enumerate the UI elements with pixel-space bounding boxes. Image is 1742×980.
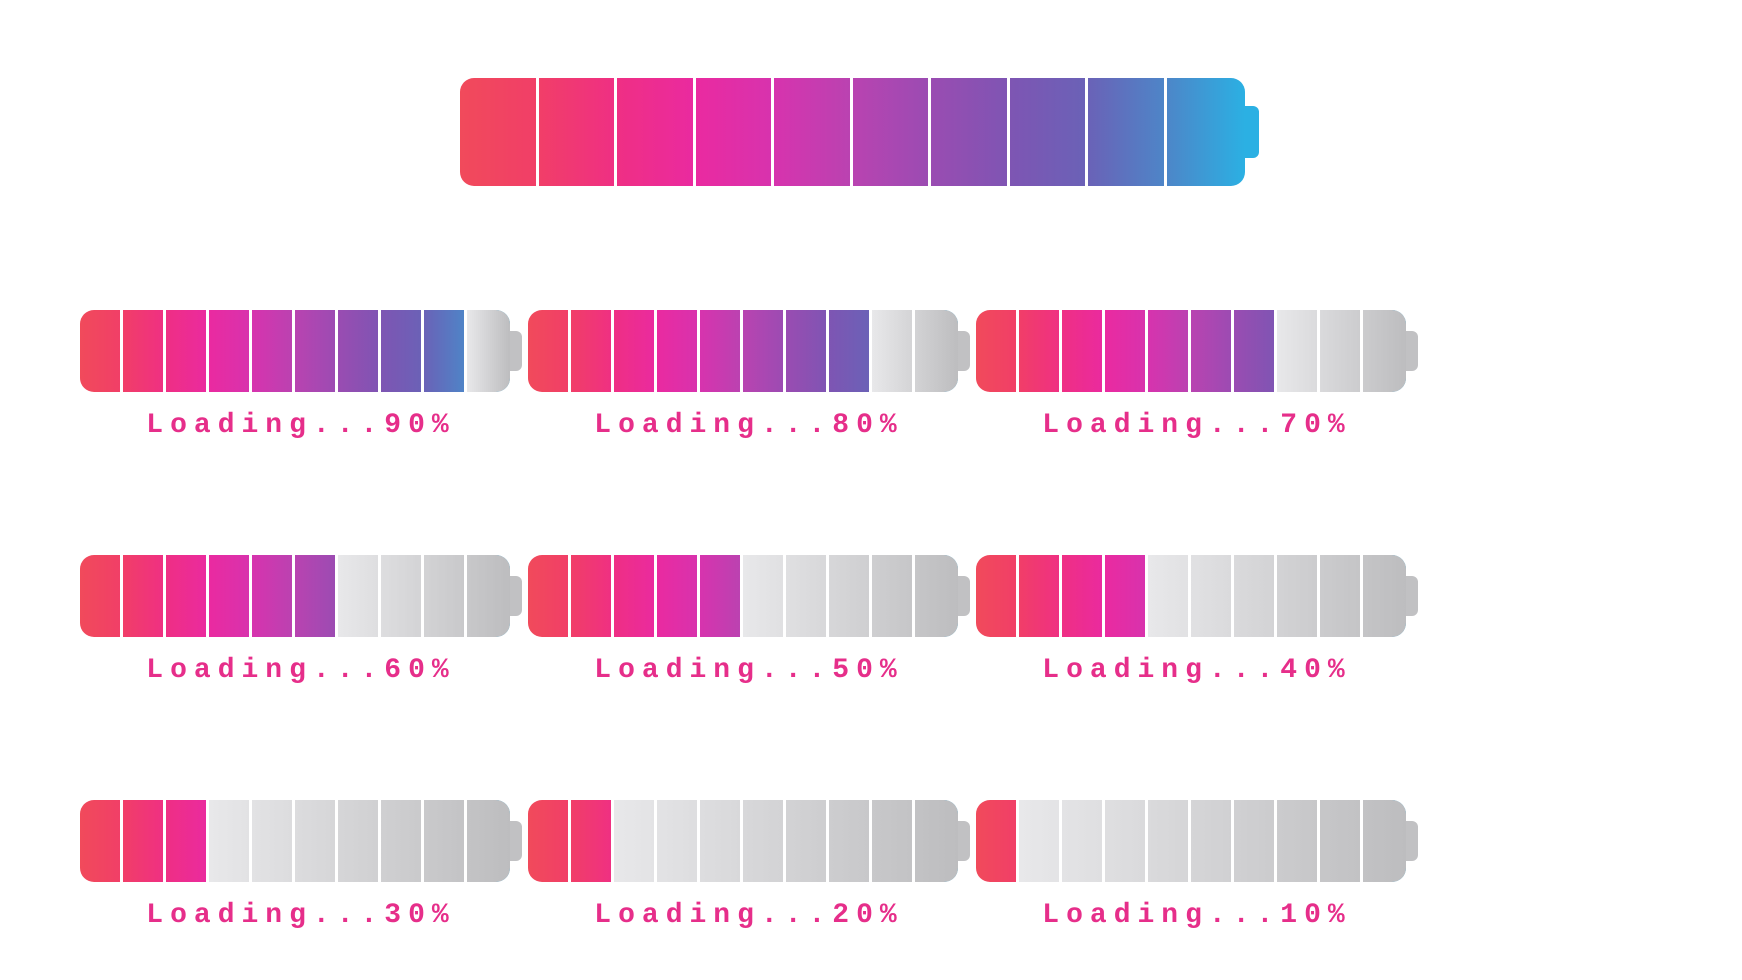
battery-cap-icon [958,821,970,861]
loading-label: Loading...30% [80,900,522,931]
progress-empty [743,555,958,637]
progress-empty [1148,555,1406,637]
battery-body [976,310,1406,392]
progress-empty [614,800,958,882]
battery-cap-icon [510,821,522,861]
progress-fill [460,78,1245,186]
progress-empty [872,310,958,392]
battery-cap-icon [958,331,970,371]
battery-cap-icon [958,576,970,616]
loading-label: Loading...20% [528,900,970,931]
loading-bar-80: Loading...80% [528,310,970,532]
battery-cap-icon [1406,331,1418,371]
progress-empty [209,800,510,882]
loading-label: Loading...40% [976,655,1418,686]
battery-body [80,800,510,882]
battery-body [528,800,958,882]
loading-label: Loading...60% [80,655,522,686]
battery-body [976,800,1406,882]
battery-body [528,555,958,637]
progress-empty [1019,800,1406,882]
battery-body [460,78,1245,186]
progress-empty [338,555,510,637]
battery-cap-icon [1245,106,1259,158]
loading-bar-90: Loading...90% [80,310,522,532]
loading-bar-40: Loading...40% [976,555,1418,777]
battery-cap-icon [510,331,522,371]
battery-cap-icon [1406,576,1418,616]
loading-bar-100 [460,78,1259,186]
loading-bars-infographic: Loading...90%Loading...80%Loading...70% L… [0,0,1742,980]
battery-body [528,310,958,392]
battery-body [80,310,510,392]
battery-body [80,555,510,637]
loading-label: Loading...50% [528,655,970,686]
battery-cap-icon [510,576,522,616]
loading-bar-50: Loading...50% [528,555,970,777]
progress-empty [467,310,510,392]
loading-label: Loading...10% [976,900,1418,931]
loading-bar-70: Loading...70% [976,310,1418,532]
battery-cap-icon [1406,821,1418,861]
loading-label: Loading...90% [80,410,522,441]
battery-body [976,555,1406,637]
loading-bar-10: Loading...10% [976,800,1418,980]
loading-label: Loading...70% [976,410,1418,441]
loading-bar-20: Loading...20% [528,800,970,980]
loading-bar-60: Loading...60% [80,555,522,777]
progress-fill [80,310,510,392]
loading-bar-30: Loading...30% [80,800,522,980]
loading-label: Loading...80% [528,410,970,441]
progress-empty [1277,310,1406,392]
